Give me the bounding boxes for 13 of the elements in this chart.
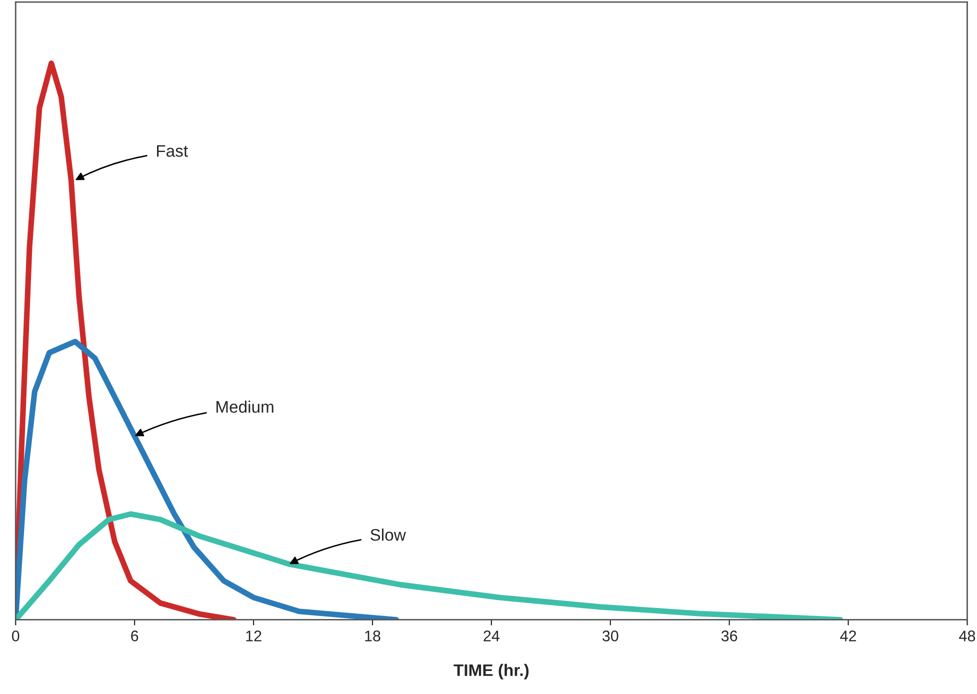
x-axis-title: TIME (hr.) (454, 664, 529, 680)
x-tick-label: 12 (246, 630, 262, 642)
x-tick-label: 6 (131, 630, 138, 642)
annotation: Medium (216, 400, 274, 413)
x-tick-label: 0 (12, 630, 20, 642)
annotation: Fast (157, 145, 188, 157)
x-tick-label: 18 (365, 630, 380, 642)
x-tick-label: 30 (602, 630, 618, 642)
annotation: Slow (370, 528, 406, 541)
x-tick-label: 36 (721, 630, 738, 642)
x-tick-label: 48 (959, 630, 976, 642)
x-tick-label: 42 (840, 630, 856, 642)
x-tick-label: 24 (484, 630, 500, 642)
